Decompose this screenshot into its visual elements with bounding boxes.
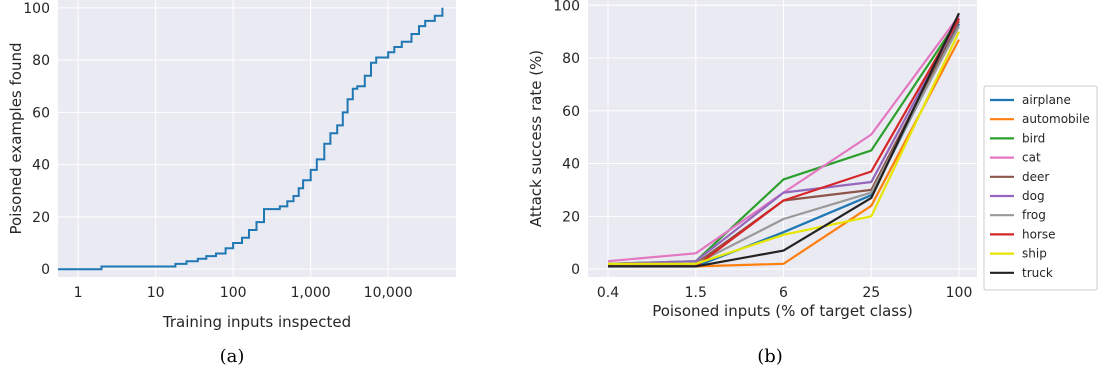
y-tick-label: 40 (32, 158, 50, 174)
y-axis-label-b: Attack success rate (%) (527, 50, 545, 227)
y-tick-label: 20 (32, 210, 50, 226)
x-axis-label-a: Training inputs inspected (162, 313, 351, 331)
x-tick-label: 1,000 (291, 285, 331, 301)
y-tick-label: 80 (32, 53, 50, 69)
x-tick-label: 0.4 (597, 285, 619, 301)
legend-label-truck: truck (1022, 266, 1053, 280)
series-line-truck (608, 12, 960, 268)
y-tick-label: 100 (553, 0, 580, 14)
series-line-poisoned-found (58, 7, 444, 271)
series-line-ship (608, 31, 960, 265)
plot-area-a (58, 0, 456, 277)
x-tick-label: 100 (220, 285, 247, 301)
y-tick-label: 80 (562, 51, 580, 67)
series-line-dog (607, 17, 960, 265)
legend-label-dog: dog (1022, 189, 1045, 203)
x-tick-label: 1.5 (685, 285, 707, 301)
y-tick-label: 20 (562, 209, 580, 225)
x-tick-label: 1 (74, 285, 83, 301)
y-tick-label: 40 (562, 157, 580, 173)
y-axis-label-a: Poisoned examples found (7, 42, 25, 234)
x-tick-label: 25 (862, 285, 880, 301)
legend-label-horse: horse (1022, 227, 1056, 241)
x-tick-label: 10 (147, 285, 165, 301)
caption-b: (b) (757, 346, 783, 367)
y-tick-label: 0 (41, 262, 50, 278)
y-tick-label: 0 (571, 262, 580, 278)
legend-box (983, 85, 1098, 291)
legend-label-cat: cat (1022, 151, 1041, 165)
y-tick-label: 60 (32, 105, 50, 121)
x-tick-label: 6 (779, 285, 788, 301)
y-tick-label: 60 (562, 104, 580, 120)
x-tick-label: 100 (946, 285, 973, 301)
chart-a: 1 10 100 1,000 10,000 0 20 40 60 80 100 Training i… (7, 0, 456, 367)
legend-label-airplane: airplane (1022, 93, 1071, 107)
legend-label-ship: ship (1022, 247, 1047, 261)
legend-label-frog: frog (1022, 208, 1046, 222)
legend-label-automobile: automobile (1022, 112, 1090, 126)
legend-label-bird: bird (1022, 131, 1045, 145)
caption-a: (a) (220, 346, 245, 367)
plot-area-b (588, 0, 977, 277)
legend-label-deer: deer (1022, 170, 1049, 184)
legend: airplane automobile bird cat deer dog frog hors… (983, 85, 1098, 291)
x-tick-label: 10,000 (364, 285, 413, 301)
y-tick-label: 100 (23, 1, 50, 17)
chart-b: 0.4 1.5 6 25 100 0 20 40 60 80 100 Poisoned inputs… (527, 0, 1098, 367)
x-axis-label-b: Poisoned inputs (% of target class) (652, 302, 913, 320)
